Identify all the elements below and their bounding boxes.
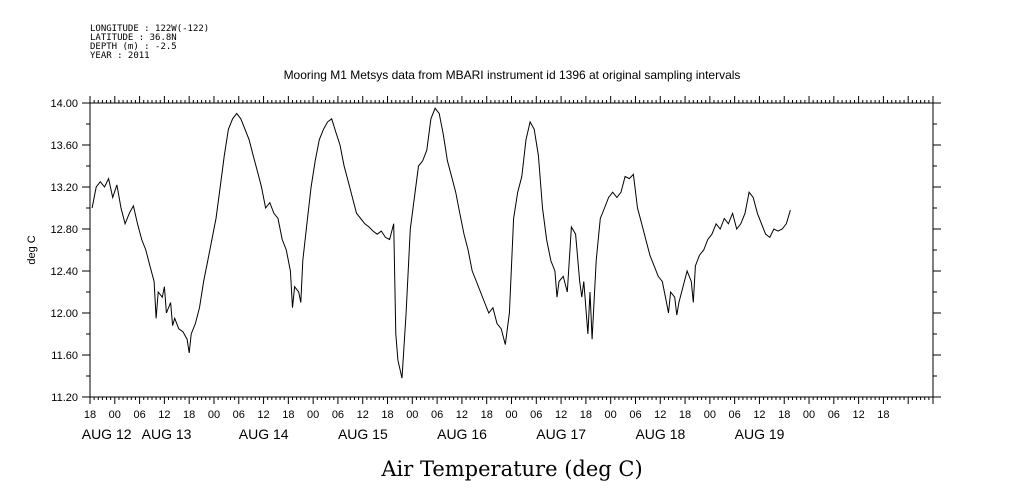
x-hour-label: 18 [778, 409, 790, 421]
chart-title: Mooring M1 Metsys data from MBARI instru… [284, 68, 741, 82]
y-tick-label: 12.80 [50, 224, 78, 236]
x-hour-label: 00 [803, 409, 815, 421]
x-hour-label: 00 [505, 409, 517, 421]
x-axis: 18 00 06 12 18 00 06 12 18 00 06 12 18 00 06 12 18 00 06 12… [82, 96, 934, 442]
y-tick-label: 14.00 [50, 98, 78, 110]
x-date-label: AUG 13 [142, 426, 192, 442]
x-hour-label: 06 [332, 409, 344, 421]
x-date-label: AUG 15 [338, 426, 388, 442]
x-date-label: AUG 16 [437, 426, 487, 442]
x-hour-label: 18 [183, 409, 195, 421]
x-hour-label: 12 [753, 409, 765, 421]
x-date-label: AUG 19 [735, 426, 785, 442]
x-hour-label: 18 [381, 409, 393, 421]
plot-frame [89, 102, 934, 398]
x-hour-label: 06 [530, 409, 542, 421]
x-hour-label: 18 [679, 409, 691, 421]
meta-year: YEAR : 2011 [90, 51, 150, 61]
series-line [91, 107, 791, 379]
x-axis-label: Air Temperature (deg C) [380, 457, 642, 481]
x-hour-label: 06 [431, 409, 443, 421]
x-hour-label: 06 [729, 409, 741, 421]
x-date-label: AUG 18 [635, 426, 685, 442]
y-tick-label: 11.60 [51, 350, 78, 362]
x-hour-label: 18 [580, 409, 592, 421]
x-hour-label: 00 [208, 409, 220, 421]
y-tick-label: 12.40 [50, 266, 78, 278]
x-hour-label: 12 [555, 409, 567, 421]
x-hour-label: 18 [282, 409, 294, 421]
meta-longitude: LONGITUDE : 122W(-122) [90, 24, 209, 34]
x-hour-label: 06 [629, 409, 641, 421]
x-hour-label: 00 [704, 409, 716, 421]
x-hour-label: 12 [852, 409, 864, 421]
x-hour-label: 00 [406, 409, 418, 421]
x-hour-label: 18 [84, 409, 96, 421]
y-tick-label: 13.20 [50, 182, 78, 194]
y-tick-label: 13.60 [50, 140, 78, 152]
x-hour-label: 12 [257, 409, 269, 421]
x-hour-label: 12 [654, 409, 666, 421]
x-hour-label: 06 [133, 409, 145, 421]
x-hour-label: 18 [481, 409, 493, 421]
meta-depth: DEPTH (m) : -2.5 [90, 42, 177, 52]
x-hour-label: 00 [307, 409, 319, 421]
x-hour-label: 00 [109, 409, 121, 421]
y-axis: 11.20 11.60 12.00 12.40 12.80 13.20 13.60 14.00 [50, 98, 941, 404]
x-date-label: AUG 14 [239, 426, 289, 442]
x-date-label: AUG 17 [536, 426, 586, 442]
x-hour-label: 18 [877, 409, 889, 421]
meta-latitude: LATITUDE : 36.8N [90, 33, 177, 43]
x-hour-label: 12 [357, 409, 369, 421]
x-hour-label: 06 [233, 409, 245, 421]
x-hour-label: 12 [456, 409, 468, 421]
y-tick-label: 12.00 [50, 308, 78, 320]
y-axis-label: deg C [26, 235, 38, 264]
x-hour-label: 06 [828, 409, 840, 421]
y-tick-label: 11.20 [51, 392, 78, 404]
x-hour-label: 12 [158, 409, 170, 421]
x-date-label: AUG 12 [82, 426, 132, 442]
x-hour-label: 00 [605, 409, 617, 421]
